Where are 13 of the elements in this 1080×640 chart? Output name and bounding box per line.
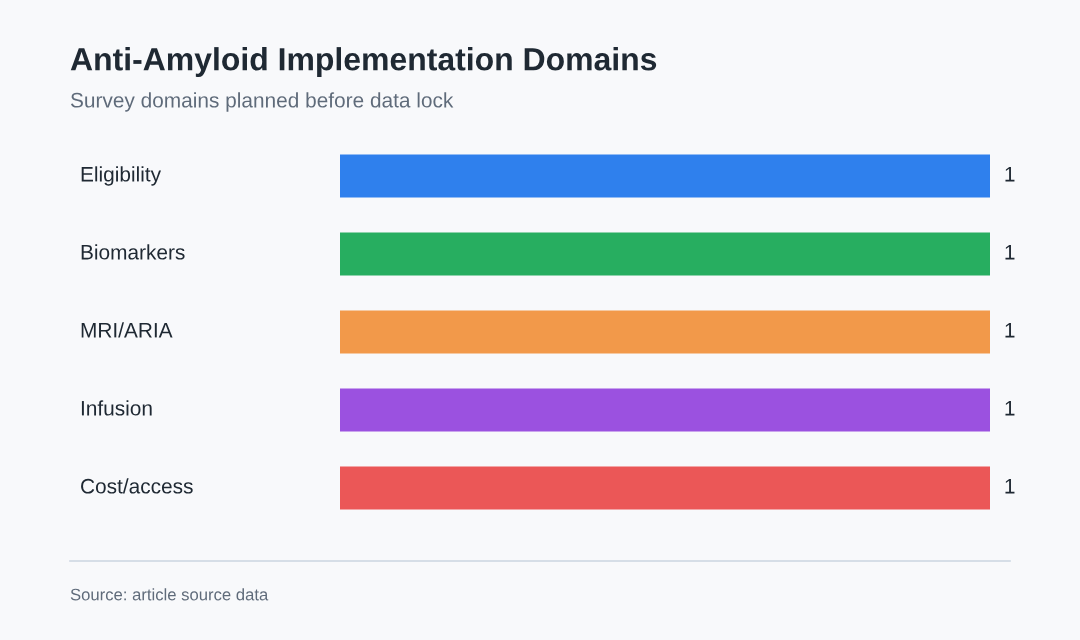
y-tick-label: Biomarkers — [81, 244, 185, 260]
data-label: 1 — [1005, 479, 1015, 494]
source-note: Source: article source data — [70, 588, 269, 601]
data-label: 1 — [1005, 401, 1015, 416]
data-label: 1 — [1005, 323, 1015, 338]
chart-subtitle: Survey domains planned before data lock — [70, 92, 454, 112]
y-tick-label: Cost/access — [81, 478, 193, 494]
y-tick-label: Infusion — [81, 400, 152, 416]
data-label: 1 — [1005, 245, 1015, 260]
data-label: 1 — [1005, 167, 1015, 182]
chart-title: Anti-Amyloid Implementation Domains — [70, 47, 657, 77]
y-tick-label: Eligibility — [81, 166, 162, 186]
y-tick-label: MRI/ARIA — [81, 322, 173, 338]
